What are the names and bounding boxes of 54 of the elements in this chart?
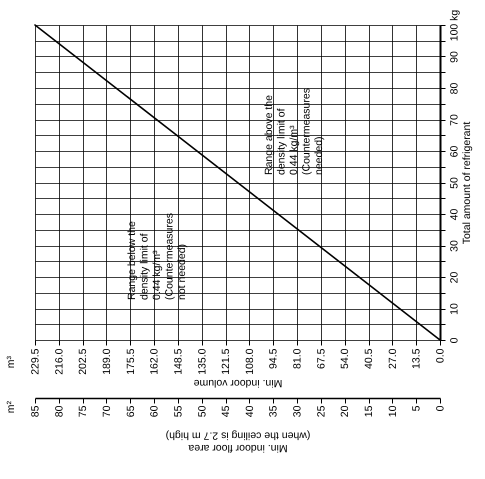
x2-axis-title: Min. indoor floor area (when the ceiling is 2.7 m high): [166, 430, 310, 454]
x2-tick-label: 45: [220, 405, 232, 418]
x-tick-label: 0.0: [434, 348, 446, 364]
x-tick-label: 148.5: [172, 348, 184, 375]
y-tick-label: 100 kg: [448, 10, 460, 42]
x2-tick-label: 75: [77, 405, 90, 418]
x2-tick-label: 60: [148, 405, 161, 418]
x2-tick-label: 15: [363, 405, 376, 418]
y-tick-label: 50: [448, 177, 460, 189]
x2-tick-label: 35: [268, 405, 280, 418]
y-tick-label: 10: [448, 303, 460, 315]
y-tick-label: 80: [448, 82, 460, 94]
y-tick-label: 60: [448, 146, 460, 158]
y-tick-label: 40: [448, 208, 460, 220]
x2-tick-label: 40: [244, 405, 256, 418]
x2-tick-label: 65: [124, 405, 137, 418]
x2-tick-label: 30: [292, 405, 304, 418]
text: m²: [5, 400, 17, 414]
x-tick-label: 121.5: [220, 348, 232, 375]
annotation: Range above the density limit of 0.44 kg/m³ (Countermeasures needed): [263, 88, 325, 175]
x-tick-label: 108.0: [244, 348, 256, 375]
x2-tick-label: 25: [315, 405, 328, 418]
x-axis-title: Min. indoor volume: [193, 376, 282, 389]
x-tick-label: 229.5: [30, 348, 42, 375]
x-tick-label: 189.0: [100, 348, 113, 375]
x-tick-label: 216.0: [53, 348, 66, 375]
x-tick-label: 13.5: [410, 348, 423, 369]
y-tick-label: 90: [448, 51, 460, 63]
x-tick-label: 27.0: [386, 348, 399, 369]
x2-tick-label: 5: [410, 405, 423, 412]
x-tick-label: 54.0: [339, 348, 352, 369]
x2-tick-label: 80: [53, 405, 66, 418]
y-tick-label: 70: [448, 114, 460, 126]
x2-tick-label: 10: [386, 405, 399, 418]
y-tick-label: 20: [448, 272, 460, 284]
x-tick-label: 81.0: [292, 348, 304, 369]
x2-tick-label: 50: [196, 405, 208, 418]
x2-tick-label: 70: [100, 405, 113, 418]
x-tick-label: 94.5: [268, 348, 280, 369]
x-tick-label: 162.0: [148, 348, 161, 375]
y-tick-label: 0: [448, 337, 460, 344]
x-tick-label: 202.5: [77, 348, 90, 375]
x2-tick-label: 85: [30, 405, 42, 418]
x-tick-label: 67.5: [315, 348, 328, 369]
x2-tick-label: 55: [172, 405, 184, 418]
x2-tick-label: 0: [434, 405, 446, 412]
y-axis-title: Total amount of refrigerant: [461, 122, 473, 244]
x-tick-label: 135.0: [196, 348, 208, 375]
text: m³: [5, 356, 17, 368]
x-tick-label: 40.5: [363, 348, 376, 369]
y-tick-label: 30: [448, 240, 460, 252]
x2-tick-label: 20: [339, 405, 352, 418]
annotation: Range below the density limit of 0.44 kg/m³ (Countermeasures not needed): [126, 213, 188, 300]
x-tick-label: 175.5: [124, 348, 137, 375]
